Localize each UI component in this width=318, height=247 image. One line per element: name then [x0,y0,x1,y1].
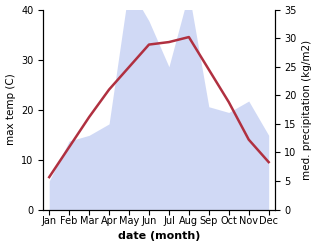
Y-axis label: med. precipitation (kg/m2): med. precipitation (kg/m2) [302,40,313,180]
X-axis label: date (month): date (month) [118,231,200,242]
Y-axis label: max temp (C): max temp (C) [5,74,16,145]
